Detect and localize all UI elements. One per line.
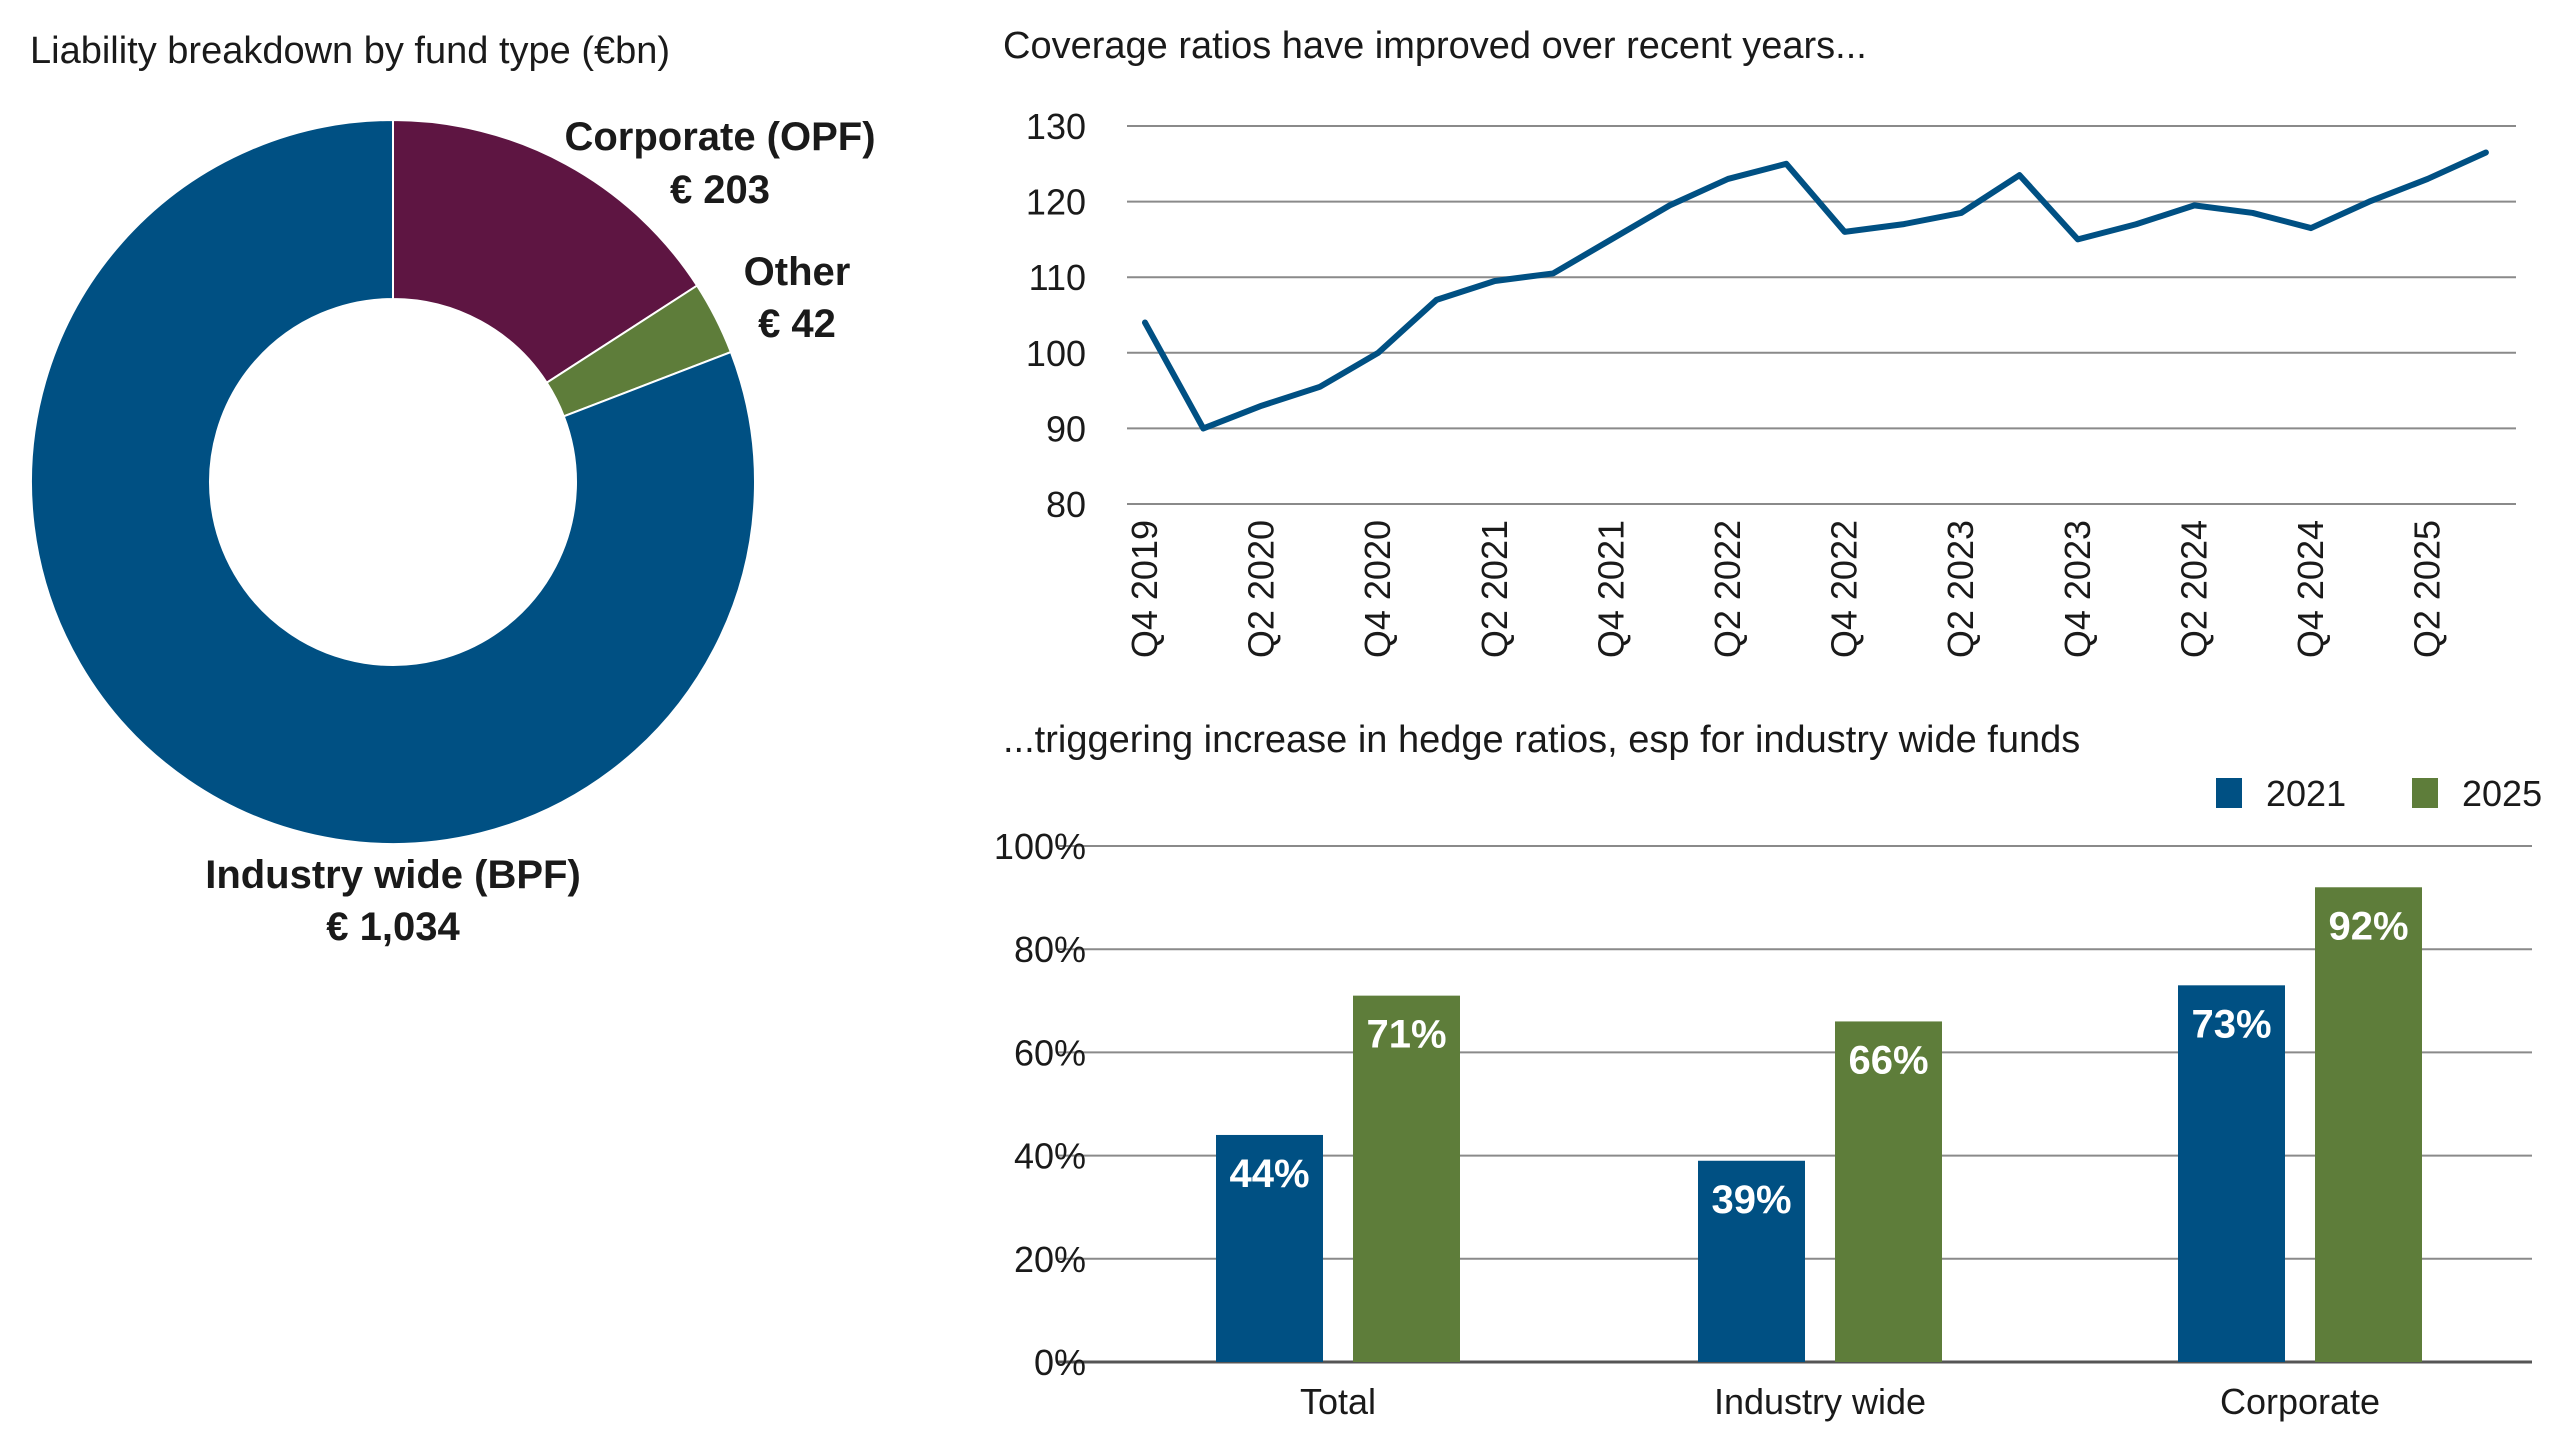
line-x-tick-label: Q2 2021 [1474, 520, 1515, 658]
bar-x-tick-label: Corporate [2220, 1381, 2380, 1422]
line-chart: Coverage ratios have improved over recen… [1003, 25, 2516, 658]
bar-data-label: 92% [2328, 904, 2408, 948]
bar-data-label: 39% [1711, 1178, 1791, 1222]
legend-swatch-2021 [2216, 778, 2242, 808]
line-x-tick-label: Q2 2023 [1940, 520, 1981, 658]
slice-value-other: € 42 [758, 302, 836, 346]
bar-2021-total [1216, 1134, 1323, 1362]
bar-2025-industry-wide [1835, 1021, 1942, 1362]
bar-legend: 2021 2025 [2216, 773, 2542, 814]
bar-y-tick-label: 80% [1014, 929, 1086, 970]
slice-value-industry-wide: € 1,034 [326, 905, 460, 949]
donut-slices [30, 118, 756, 845]
line-x-tick-label: Q4 2021 [1590, 520, 1631, 658]
donut-slice-corporate-opf [392, 118, 699, 385]
slice-label-corporate: Corporate (OPF) [564, 115, 875, 159]
bar-y-tick-label: 0% [1034, 1342, 1086, 1383]
line-chart-title: Coverage ratios have improved over recen… [1003, 25, 1867, 67]
line-y-tick-label: 130 [1026, 106, 1086, 147]
bar-2025-corporate [2315, 887, 2422, 1362]
line-y-tick-label: 100 [1026, 333, 1086, 374]
bar-y-tick-label: 40% [1014, 1136, 1086, 1177]
line-x-tick-label: Q4 2020 [1357, 520, 1398, 658]
bar-data-label: 66% [1848, 1038, 1928, 1082]
legend-label-2025: 2025 [2462, 773, 2542, 814]
legend-label-2021: 2021 [2266, 773, 2346, 814]
donut-slice-industry-wide-bpf [30, 118, 756, 845]
coverage-ratio-line [1142, 149, 2489, 432]
bar-chart-title: ...triggering increase in hedge ratios, … [1003, 719, 2080, 761]
line-x-tick-label: Q4 2023 [2057, 520, 2098, 658]
bar-y-tick-label: 100% [994, 826, 1086, 867]
donut-labels: Corporate (OPF) € 203 Other € 42 Industr… [205, 115, 875, 949]
slice-label-other: Other [744, 250, 851, 294]
bar-y-tick-label: 60% [1014, 1032, 1086, 1073]
bar-x-tick-label: Total [1300, 1381, 1376, 1422]
line-y-tick-label: 90 [1046, 408, 1086, 449]
slice-label-industry-wide: Industry wide (BPF) [205, 853, 581, 897]
legend-swatch-2025 [2412, 778, 2438, 808]
line-grid [1127, 125, 2516, 505]
donut-chart-title: Liability breakdown by fund type (€bn) [30, 30, 670, 72]
line-x-tick-label: Q4 2022 [1824, 520, 1865, 658]
slice-value-corporate: € 203 [670, 168, 770, 212]
bar-chart: ...triggering increase in hedge ratios, … [994, 719, 2542, 1422]
line-x-tick-label: Q4 2024 [2290, 520, 2331, 658]
bar-x-tick-label: Industry wide [1714, 1381, 1926, 1422]
line-x-tick-label: Q2 2025 [2407, 520, 2448, 658]
line-y-tick-labels: 80 90 100 110 120 130 [1026, 106, 1086, 525]
line-y-tick-label: 80 [1046, 484, 1086, 525]
bar-marks: 44% 71% 39% 66% 73% 92% [1216, 887, 2422, 1362]
bar-2021-industry-wide [1698, 1160, 1805, 1362]
donut-chart: Liability breakdown by fund type (€bn) C… [30, 30, 876, 949]
line-x-tick-label: Q2 2020 [1241, 520, 1282, 658]
bar-data-label: 73% [2191, 1002, 2271, 1046]
bar-data-label: 44% [1229, 1152, 1309, 1196]
bar-data-label: 71% [1366, 1013, 1446, 1057]
line-x-tick-label: Q2 2024 [2173, 520, 2214, 658]
line-x-tick-label: Q4 2019 [1124, 520, 1165, 658]
bar-y-tick-labels: 0% 20% 40% 60% 80% 100% [994, 826, 1086, 1383]
bar-2021-corporate [2178, 985, 2285, 1362]
bar-y-tick-label: 20% [1014, 1239, 1086, 1280]
bar-2025-total [1353, 995, 1460, 1362]
line-x-tick-label: Q2 2022 [1707, 520, 1748, 658]
line-x-tick-labels: Q4 2019 Q2 2020 Q4 2020 Q2 2021 Q4 2021 Q2 20… [1124, 520, 2448, 658]
line-series [1142, 149, 2489, 432]
line-y-tick-label: 110 [1029, 257, 1086, 298]
line-y-tick-label: 120 [1026, 182, 1086, 223]
bar-x-tick-labels: Total Industry wide Corporate [1300, 1381, 2380, 1422]
